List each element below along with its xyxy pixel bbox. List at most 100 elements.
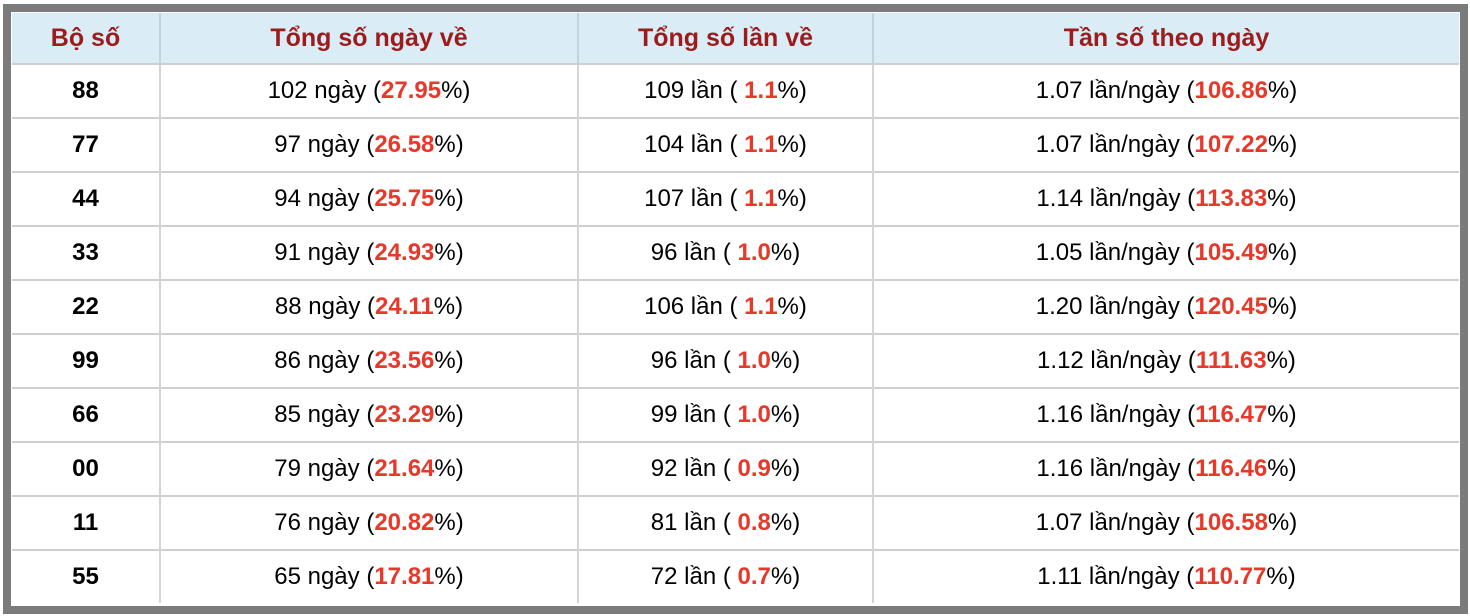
frequency-suffix: %) [1267, 401, 1297, 428]
times-percent: 1.0 [737, 347, 771, 374]
frequency-text: 1.07 lần/ngày ( [1035, 131, 1195, 158]
pair-number-cell: 33 [12, 225, 160, 280]
days-text: 102 ngày ( [267, 77, 381, 104]
frequency-suffix: %) [1267, 185, 1297, 212]
days-cell: 94 ngày (25.75%) [159, 171, 578, 226]
table-row: 11 76 ngày (20.82%) 81 lần ( 0.8%) 1.07 … [12, 495, 1459, 550]
pair-number-cell: 77 [12, 117, 160, 172]
times-cell: 81 lần ( 0.8%) [577, 495, 873, 550]
table-row: 99 86 ngày (23.56%) 96 lần ( 1.0%) 1.12 … [12, 333, 1459, 388]
days-text: 79 ngày ( [274, 455, 375, 482]
pair-number: 00 [72, 455, 99, 482]
frequency-cell: 1.07 lần/ngày (107.22%) [872, 117, 1459, 172]
times-cell: 96 lần ( 1.0%) [577, 225, 873, 280]
column-header-times: Tổng số lần về [577, 13, 873, 64]
pair-number: 44 [72, 185, 99, 212]
pair-number-cell: 88 [12, 63, 160, 118]
pair-number: 22 [72, 293, 99, 320]
days-text: 88 ngày ( [274, 293, 375, 320]
frequency-percent: 106.58 [1194, 509, 1268, 536]
days-cell: 86 ngày (23.56%) [159, 333, 578, 388]
days-text: 76 ngày ( [274, 509, 375, 536]
column-header-days: Tổng số ngày về [159, 13, 578, 64]
times-suffix: %) [770, 509, 801, 536]
pair-number: 55 [72, 563, 99, 590]
times-text: 72 lần ( [650, 563, 738, 590]
pair-number-cell: 44 [12, 171, 160, 226]
days-suffix: %) [434, 563, 464, 590]
pair-number: 77 [72, 131, 99, 158]
times-text: 96 lần ( [650, 239, 738, 266]
times-cell: 104 lần ( 1.1%) [577, 117, 873, 172]
days-text: 94 ngày ( [274, 185, 375, 212]
days-cell: 76 ngày (20.82%) [159, 495, 578, 550]
pair-number-cell: 00 [12, 441, 160, 496]
pair-stats-table: Bộ số Tổng số ngày về Tổng số lần về Tần… [12, 13, 1459, 603]
times-text: 81 lần ( [650, 509, 738, 536]
times-percent: 1.0 [737, 239, 771, 266]
frequency-cell: 1.11 lần/ngày (110.77%) [872, 549, 1459, 603]
times-cell: 96 lần ( 1.0%) [577, 333, 873, 388]
days-suffix: %) [434, 239, 464, 266]
times-suffix: %) [770, 239, 801, 266]
table-row: 00 79 ngày (21.64%) 92 lần ( 0.9%) 1.16 … [12, 441, 1459, 496]
frequency-text: 1.20 lần/ngày ( [1035, 293, 1195, 320]
frequency-suffix: %) [1267, 455, 1297, 482]
table-header: Bộ số Tổng số ngày về Tổng số lần về Tần… [12, 13, 1459, 64]
pair-number-cell: 55 [12, 549, 160, 603]
frequency-percent: 116.46 [1195, 455, 1268, 482]
days-percent: 20.82 [374, 509, 435, 536]
days-percent: 21.64 [374, 455, 435, 482]
table-row: 77 97 ngày (26.58%) 104 lần ( 1.1%) 1.07… [12, 117, 1459, 172]
frequency-suffix: %) [1267, 131, 1298, 158]
times-percent: 1.1 [744, 185, 778, 212]
frequency-percent: 105.49 [1194, 239, 1268, 266]
frequency-text: 1.16 lần/ngày ( [1036, 455, 1196, 482]
table-row: 22 88 ngày (24.11%) 106 lần ( 1.1%) 1.20… [12, 279, 1459, 334]
pair-number: 33 [72, 239, 99, 266]
frequency-cell: 1.05 lần/ngày (105.49%) [872, 225, 1459, 280]
table-row: 88 102 ngày (27.95%) 109 lần ( 1.1%) 1.0… [12, 63, 1459, 118]
column-header-frequency: Tần số theo ngày [872, 13, 1459, 64]
table-row: 33 91 ngày (24.93%) 96 lần ( 1.0%) 1.05 … [12, 225, 1459, 280]
days-suffix: %) [434, 509, 464, 536]
pair-number: 88 [72, 77, 99, 104]
frequency-text: 1.16 lần/ngày ( [1036, 401, 1196, 428]
days-text: 91 ngày ( [274, 239, 375, 266]
days-suffix: %) [433, 293, 464, 320]
times-cell: 106 lần ( 1.1%) [577, 279, 873, 334]
days-cell: 97 ngày (26.58%) [159, 117, 578, 172]
days-cell: 85 ngày (23.29%) [159, 387, 578, 442]
frequency-percent: 110.77 [1194, 563, 1267, 590]
frequency-cell: 1.16 lần/ngày (116.46%) [872, 441, 1459, 496]
pair-number-cell: 66 [12, 387, 160, 442]
days-percent: 23.56 [374, 347, 435, 374]
frequency-suffix: %) [1266, 563, 1296, 590]
times-suffix: %) [777, 185, 807, 212]
frequency-cell: 1.07 lần/ngày (106.58%) [872, 495, 1459, 550]
table-body: 88 102 ngày (27.95%) 109 lần ( 1.1%) 1.0… [12, 63, 1459, 603]
days-cell: 102 ngày (27.95%) [159, 63, 578, 118]
times-text: 104 lần ( [644, 131, 745, 158]
frequency-suffix: %) [1267, 239, 1298, 266]
frequency-percent: 113.83 [1195, 185, 1268, 212]
times-percent: 0.8 [737, 509, 771, 536]
frequency-cell: 1.16 lần/ngày (116.47%) [872, 387, 1459, 442]
frequency-suffix: %) [1267, 77, 1298, 104]
times-cell: 72 lần ( 0.7%) [577, 549, 873, 603]
frequency-cell: 1.20 lần/ngày (120.45%) [872, 279, 1459, 334]
days-percent: 27.95 [381, 77, 442, 104]
frequency-text: 1.07 lần/ngày ( [1035, 509, 1195, 536]
frequency-suffix: %) [1267, 509, 1298, 536]
times-suffix: %) [770, 347, 801, 374]
table-row: 44 94 ngày (25.75%) 107 lần ( 1.1%) 1.14… [12, 171, 1459, 226]
days-percent: 23.29 [374, 401, 435, 428]
days-percent: 17.81 [374, 563, 435, 590]
times-percent: 1.0 [737, 401, 771, 428]
frequency-cell: 1.12 lần/ngày (111.63%) [872, 333, 1459, 388]
times-suffix: %) [770, 563, 801, 590]
days-text: 86 ngày ( [274, 347, 375, 374]
times-text: 109 lần ( [644, 77, 745, 104]
times-text: 92 lần ( [650, 455, 738, 482]
